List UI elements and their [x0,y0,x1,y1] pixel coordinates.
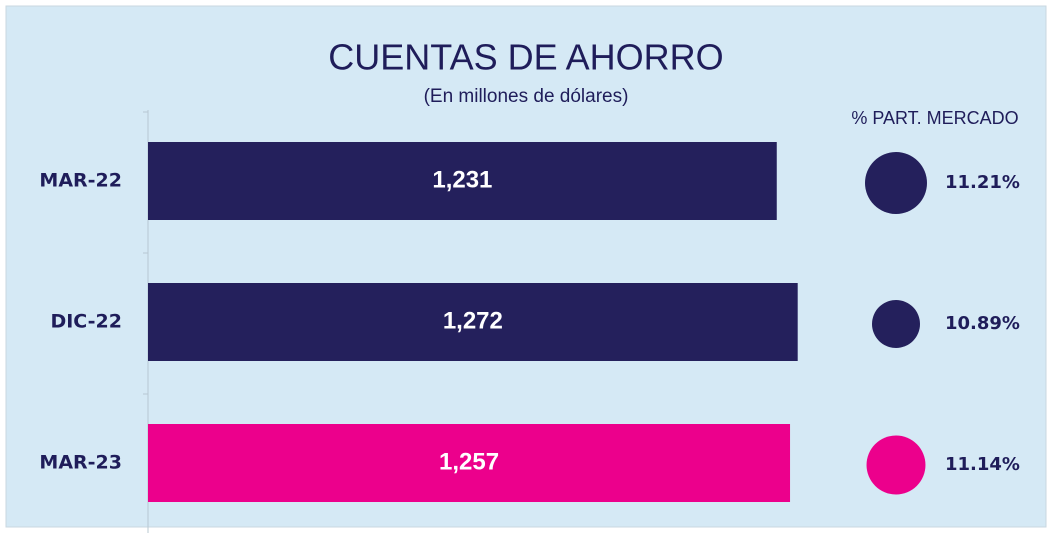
share-title: % PART. MERCADO [851,108,1018,128]
bar [148,424,791,502]
share-label: 10.89% [945,313,1020,334]
value-label: 1,272 [443,307,503,334]
bar [148,283,798,361]
share-bubble [865,152,927,214]
share-label: 11.21% [945,172,1020,193]
value-label: 1,231 [432,166,492,193]
value-label: 1,257 [439,448,499,475]
category-label: MAR-22 [39,170,122,192]
chart-title: CUENTAS DE AHORRO [328,37,723,78]
share-bubble [866,435,926,495]
category-label: MAR-23 [39,452,122,474]
bar [148,142,777,220]
share-label: 11.14% [945,454,1020,475]
chart-subtitle: (En millones de dólares) [424,86,629,107]
category-label: DIC-22 [50,311,122,333]
share-bubble [872,300,920,348]
